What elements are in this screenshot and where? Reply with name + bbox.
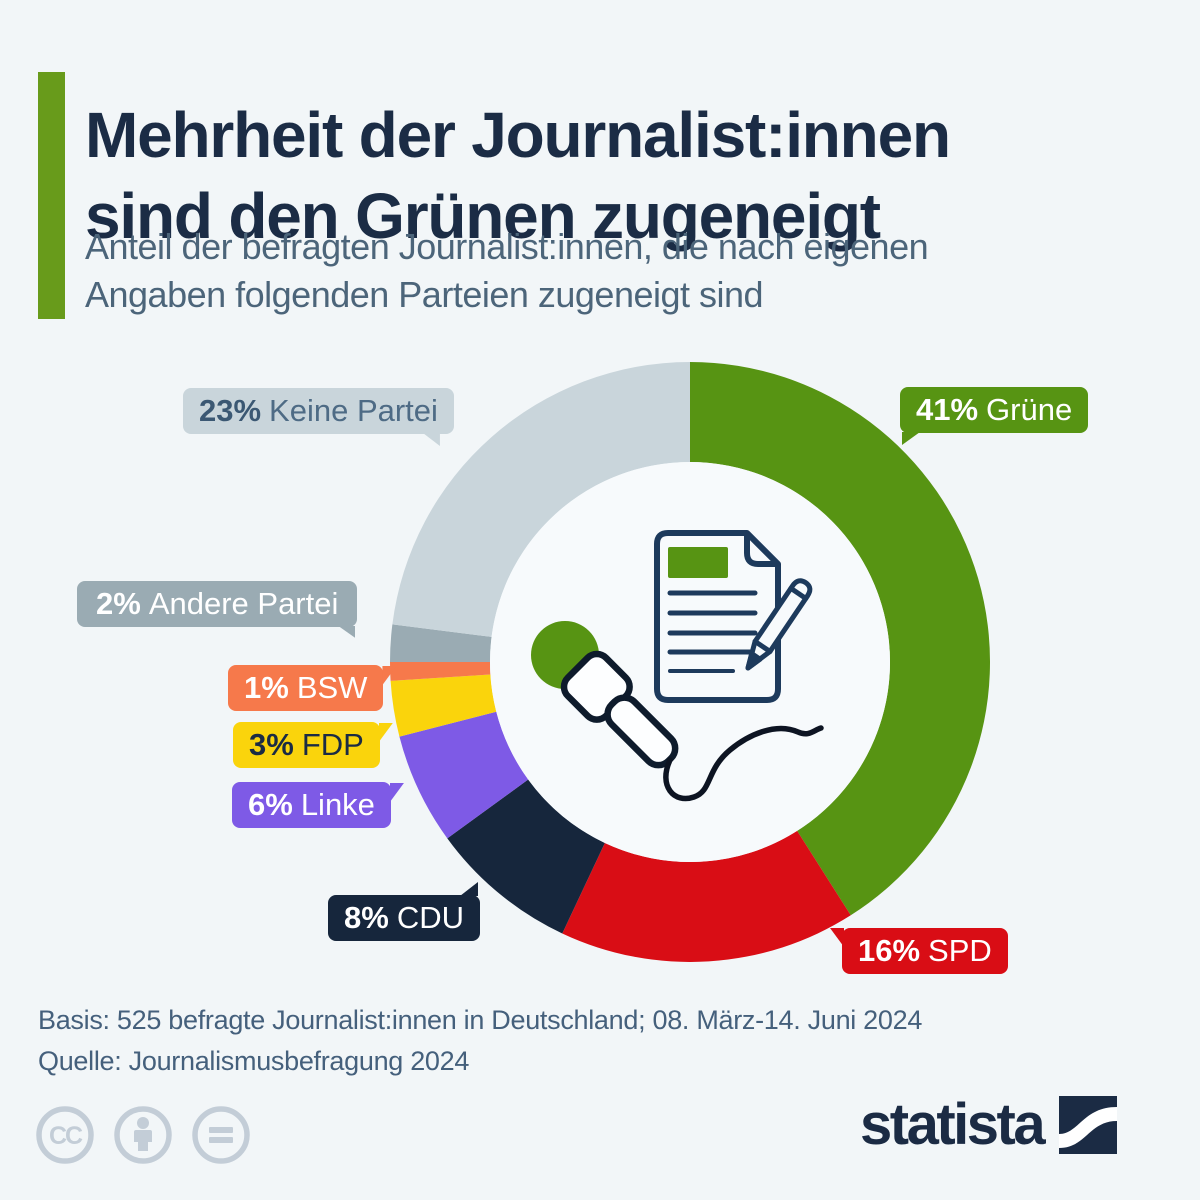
- label-keine-partei-name: Keine Partei: [269, 393, 438, 428]
- label-linke-name: Linke: [300, 787, 375, 822]
- label-linke: 6% Linke: [232, 782, 404, 828]
- microphone-cable-icon: [663, 725, 824, 802]
- page-title-line2: sind den Grünen zugeneigt: [85, 179, 881, 252]
- document-text-lines: [667, 590, 758, 673]
- statista-logo-mark-icon: [1059, 1096, 1118, 1154]
- donut-segment-bsw: [390, 662, 491, 681]
- pencil-icon: [745, 578, 813, 671]
- label-cdu: 8% CDU: [328, 882, 480, 941]
- attribution-person-icon: [114, 1106, 172, 1164]
- label-fdp: 3% FDP: [233, 722, 393, 768]
- label-cdu-name: CDU: [396, 900, 464, 935]
- label-spd: 16% SPD: [830, 928, 1008, 974]
- label-gruene-name: Grüne: [986, 392, 1073, 427]
- donut-segment-linke: [399, 711, 529, 839]
- microphone-icon: [531, 621, 679, 769]
- label-gruene: 41% Grüne: [900, 387, 1089, 445]
- footnote-basis: Basis: 525 befragte Journalist:innen in …: [38, 1005, 923, 1035]
- page-subtitle-line2: Angaben folgenden Parteien zugeneigt sin…: [85, 274, 764, 315]
- label-spd-pct: 16%: [858, 933, 921, 968]
- donut-segment-spd: [562, 830, 851, 962]
- no-derivatives-equals-icon: [192, 1106, 250, 1164]
- document-pencil-microphone-icon: [531, 530, 824, 802]
- page-subtitle-line1: Anteil der befragten Journalist:innen, d…: [85, 226, 929, 267]
- footnote-quelle: Quelle: Journalismusbefragung 2024: [38, 1046, 470, 1076]
- label-tail: [338, 626, 356, 638]
- cc-icon: CC: [36, 1106, 94, 1164]
- label-fdp-pct: 3%: [249, 727, 294, 762]
- label-spd-name: SPD: [928, 933, 992, 968]
- label-gruene-pct: 41%: [916, 392, 979, 427]
- license-icons: CC: [34, 1104, 252, 1166]
- label-bsw-name: BSW: [296, 670, 368, 705]
- label-andere-partei: 2% Andere Partei: [77, 581, 358, 638]
- donut-segment-gr-ne: [690, 362, 990, 916]
- label-bsw: 1% BSW: [228, 665, 397, 711]
- label-fdp-name: FDP: [301, 727, 364, 762]
- donut-segment-cdu: [447, 779, 605, 934]
- donut-segment-fdp: [390, 674, 497, 737]
- label-bsw-pct: 1%: [244, 670, 289, 705]
- title-accent-bar: [38, 72, 65, 319]
- page-title-line1: Mehrheit der Journalist:innen: [85, 98, 951, 171]
- label-keine-partei: 23% Keine Partei: [183, 388, 454, 446]
- donut-segment-keine-partei: [392, 362, 690, 637]
- label-andere-partei-name: Andere Partei: [148, 586, 339, 621]
- footnote: Basis: 525 befragte Journalist:innen in …: [38, 1000, 1138, 1082]
- label-andere-partei-pct: 2%: [96, 586, 141, 621]
- statista-logo: statista: [860, 1092, 1118, 1157]
- label-cdu-pct: 8%: [344, 900, 389, 935]
- document-headline-block: [668, 547, 728, 578]
- statista-logo-text: statista: [860, 1092, 1046, 1157]
- label-linke-pct: 6%: [248, 787, 293, 822]
- donut-chart: [390, 362, 990, 962]
- donut-segments: [390, 362, 990, 962]
- page-subtitle: Anteil der befragten Journalist:innen, d…: [85, 223, 1165, 319]
- page-title: Mehrheit der Journalist:innen sind den G…: [85, 95, 1165, 257]
- document-fold-icon: [744, 533, 778, 567]
- cc-text: CC: [49, 1122, 83, 1150]
- label-keine-partei-pct: 23%: [199, 393, 262, 428]
- donut-segment-andere-partei: [390, 624, 492, 662]
